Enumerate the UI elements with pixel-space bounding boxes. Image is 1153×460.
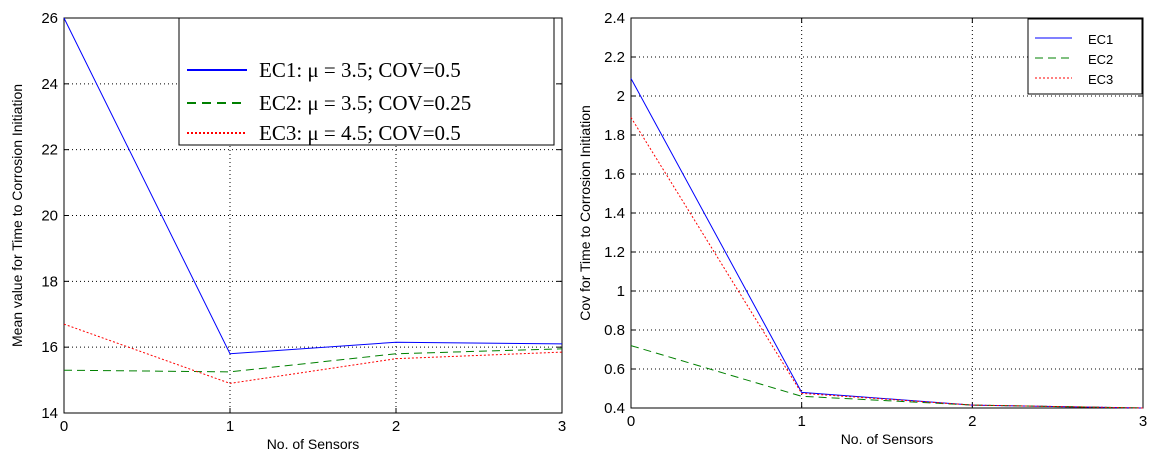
y-axis-label: Cov for Time to Corrosion Initiation bbox=[577, 105, 593, 321]
chart-2: 0 1 2 3 0.4 0.6 0.8 1 1.2 1.4 1.6 1.8 2 2.2 2.4 No. of … bbox=[577, 10, 1147, 447]
y-tick-label: 1.2 bbox=[604, 244, 625, 261]
series-line-3 bbox=[63, 323, 563, 384]
legend-label-3: EC3 bbox=[1088, 72, 1113, 87]
y-tick-label: 1.6 bbox=[604, 166, 625, 183]
x-axis-label: No. of Sensors bbox=[267, 436, 360, 452]
y-tick-label: 2.2 bbox=[604, 49, 625, 66]
legend-label-1: EC1 bbox=[1088, 32, 1113, 47]
x-tick-label: 2 bbox=[968, 413, 976, 430]
x-tick-label: 2 bbox=[392, 418, 400, 435]
y-axis-label: Mean value for Time to Corrosion Initiat… bbox=[9, 84, 25, 347]
legend: EC1 EC2 EC3 bbox=[1027, 18, 1143, 95]
x-tick-label: 0 bbox=[60, 418, 68, 435]
x-tick-label: 3 bbox=[1139, 413, 1147, 430]
x-tick-label: 0 bbox=[627, 413, 635, 430]
legend-label-1: EC1: μ = 3.5; COV=0.5 bbox=[259, 58, 461, 82]
y-tick-label: 0.8 bbox=[604, 322, 625, 339]
x-tick-label: 3 bbox=[558, 418, 566, 435]
legend-box bbox=[178, 17, 555, 146]
y-tick-label: 18 bbox=[41, 273, 58, 290]
y-tick-label: 2 bbox=[617, 88, 625, 105]
legend-box bbox=[1027, 18, 1143, 95]
y-tick-label: 1 bbox=[617, 283, 625, 300]
y-tick-label: 0.6 bbox=[604, 361, 625, 378]
y-tick-label: 1.8 bbox=[604, 127, 625, 144]
legend-label-3: EC3: μ = 4.5; COV=0.5 bbox=[259, 121, 461, 145]
x-tick-label: 1 bbox=[797, 413, 805, 430]
x-tick-label: 1 bbox=[226, 418, 234, 435]
y-tick-label: 20 bbox=[41, 208, 58, 225]
series-line-1 bbox=[63, 17, 563, 355]
chart-1: 0 1 2 3 14 16 18 20 22 24 26 No. of Sensors Mean val… bbox=[9, 10, 566, 452]
y-tick-label: 16 bbox=[41, 339, 58, 356]
legend: EC1: μ = 3.5; COV=0.5 EC2: μ = 3.5; COV=0… bbox=[178, 17, 555, 146]
y-tick-label: 24 bbox=[41, 76, 58, 93]
y-tick-label: 14 bbox=[41, 405, 58, 422]
y-tick-label: 0.4 bbox=[604, 400, 625, 417]
x-axis-label: No. of Sensors bbox=[841, 431, 934, 447]
series-line-3 bbox=[630, 117, 1144, 409]
legend-label-2: EC2 bbox=[1088, 52, 1113, 67]
legend-label-2: EC2: μ = 3.5; COV=0.25 bbox=[259, 91, 471, 115]
y-tick-label: 22 bbox=[41, 142, 58, 159]
series-line-2 bbox=[63, 348, 563, 373]
y-tick-label: 2.4 bbox=[604, 10, 625, 27]
y-tick-label: 26 bbox=[41, 10, 58, 27]
y-tick-label: 1.4 bbox=[604, 205, 625, 222]
